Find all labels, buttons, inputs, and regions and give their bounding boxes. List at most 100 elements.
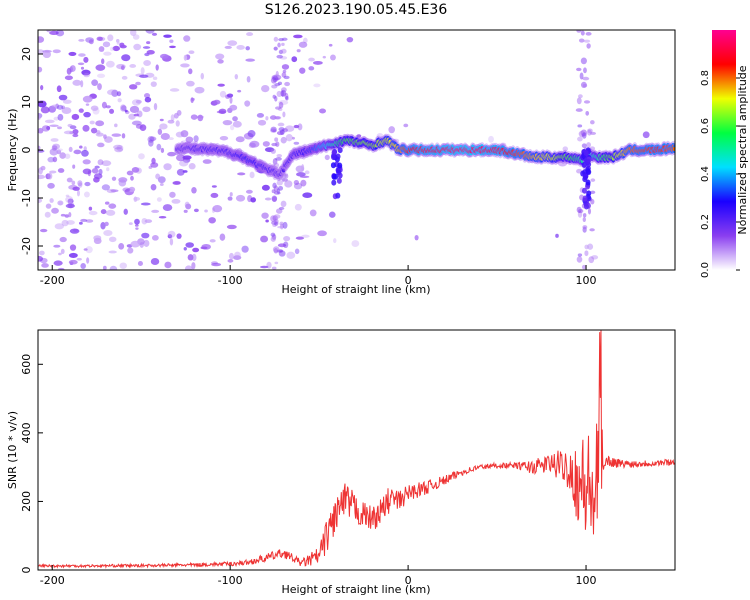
spectrogram-speckle-dot (183, 35, 191, 42)
spectrogram-speckle-dot (128, 186, 136, 193)
spectrogram-speckle-dot (78, 182, 83, 188)
spectrogram-speckle-dot (241, 245, 249, 253)
spectrogram-speckle-dot (581, 264, 587, 270)
spectrogram-speckle-dot (91, 168, 99, 174)
spectrogram-speckle-dot (582, 213, 587, 218)
spectrogram-speckle-dot (237, 172, 246, 176)
spectrogram-speckle-dot (302, 192, 313, 198)
spectrogram-speckle-dot (108, 250, 117, 254)
spectrogram-speckle-dot (150, 81, 157, 87)
spectrogram-speckle-dot (150, 162, 159, 168)
spectrogram-speckle-dot (143, 60, 151, 67)
spectrogram-speckle-dot (351, 240, 360, 247)
spectrogram-speckle-dot (276, 54, 283, 59)
spectrogram-y-ticks: -20 -10 0 10 20 (20, 47, 43, 255)
spectrogram-speckle-dot (160, 147, 165, 153)
spectrogram-speckle-dot (403, 123, 409, 128)
spectrogram-speckle-dot (160, 53, 169, 59)
spectrogram-speckle-dot (167, 119, 175, 124)
spectrogram-speckle-dot (59, 236, 67, 243)
spectrogram-speckle-dot (328, 43, 333, 47)
spectrogram-speckle-dot (41, 263, 49, 268)
spectrogram-speckle-dot (277, 42, 281, 48)
spectrogram-speckle-dot (116, 41, 120, 45)
spectrogram-speckle-dot (295, 165, 305, 173)
spectrogram-speckle-dot (162, 204, 173, 211)
spectrogram-speckle-dot (41, 125, 50, 132)
spectrogram-speckle-dot (82, 95, 93, 103)
snr-y-label: SNR (10 * v/v) (6, 411, 19, 489)
spectrogram-speckle-dot (180, 63, 190, 68)
spectrogram-speckle-dot (274, 115, 282, 120)
spectrogram-speckle-dot (283, 241, 289, 249)
spectrogram-speckle-dot (57, 267, 65, 270)
spectrogram-speckle-dot (105, 209, 116, 216)
spectrogram-speckle-dot (47, 172, 53, 180)
spectrogram-speckle-dot (42, 50, 52, 59)
spectrogram-speckle-dot (193, 208, 199, 213)
spectrogram-speckle-dot (137, 260, 143, 267)
spectrogram-speckle-dot (576, 30, 582, 33)
spectrogram-speckle-dot (52, 49, 61, 54)
spectrogram-speckle-dot (590, 178, 596, 182)
spectrogram-speckle-dot (278, 206, 285, 210)
spectrogram-speckle-dot (38, 116, 41, 120)
spectrogram-speckle-dot (388, 126, 395, 134)
spectrogram-speckle-dot (149, 136, 157, 141)
spectrogram-speckle-dot (297, 123, 303, 131)
spectrogram-speckle-dot (262, 141, 270, 147)
spectrogram-speckle-dot (135, 227, 139, 230)
spectrogram-speckle-dot (265, 219, 269, 223)
spectrogram-speckle-dot (587, 208, 592, 215)
spectrogram-speckle-dot (261, 184, 270, 191)
colorbar-tick-label: 0.0 (700, 262, 711, 278)
spectrogram-speckle-dot (54, 223, 64, 230)
spectrogram-speckle-dot (84, 181, 91, 187)
spectrogram-speckle-dot (86, 257, 90, 264)
spectrogram-speckle-dot (134, 218, 140, 225)
spectrogram-speckle-dot (139, 242, 144, 248)
spectrogram-speckle-dot (114, 123, 118, 128)
spectrogram-speckle-dot (160, 133, 170, 141)
spectrogram-speckle-dot (144, 96, 152, 103)
spectrogram-speckle-dot (103, 230, 113, 237)
spectrogram-speckle-dot (96, 36, 103, 41)
spectrogram-speckle-dot (277, 185, 284, 191)
spectrogram-speckle-dot (144, 93, 151, 99)
spectrogram-speckle-dot (186, 80, 195, 87)
spectrogram-speckle-dot (135, 81, 141, 86)
x-tick-label: -100 (218, 274, 243, 287)
spectrogram-speckle-dot (47, 156, 55, 163)
spectrogram-speckle-dot (83, 191, 90, 198)
spectrogram-spur-dot (337, 162, 343, 169)
spectrogram-speckle-dot (49, 198, 54, 203)
spectrogram-speckle-dot (308, 66, 315, 71)
spectrogram-speckle-dot (273, 191, 281, 195)
spectrogram-speckle-dot (81, 69, 91, 76)
spectrogram-speckle-dot (167, 151, 176, 157)
spectrogram-speckle-dot (106, 167, 110, 172)
spectrogram-speckle-dot (156, 197, 162, 202)
spectrogram-speckle-dot (56, 148, 63, 152)
spectrogram-speckle-dot (299, 67, 306, 74)
x-tick-label: -200 (40, 274, 65, 287)
y-tick-label: -10 (20, 189, 33, 207)
spectrogram-speckle-dot (159, 183, 164, 187)
spectrogram-speckle-dot (590, 190, 596, 194)
spectrogram-speckle-dot (245, 189, 253, 194)
spectrogram-speckle (38, 30, 650, 270)
spectrogram-speckle-dot (168, 137, 174, 141)
spectrogram-speckle-dot (190, 114, 198, 120)
spectrogram-speckle-dot (291, 56, 298, 63)
spectrogram-speckle-dot (146, 49, 155, 55)
spectrogram-speckle-dot (277, 122, 285, 127)
spectrogram-speckle-dot (222, 120, 233, 126)
spectrogram-speckle-dot (80, 262, 86, 270)
y-tick-label: 10 (20, 95, 33, 109)
spectrogram-spur-dot (585, 168, 591, 175)
spectrogram-speckle-dot (47, 182, 55, 189)
spectrogram-speckle-dot (112, 45, 120, 52)
spectrogram-speckle-dot (104, 221, 109, 227)
spectrogram-speckle-dot (582, 83, 588, 88)
spectrogram-speckle-dot (78, 39, 85, 42)
